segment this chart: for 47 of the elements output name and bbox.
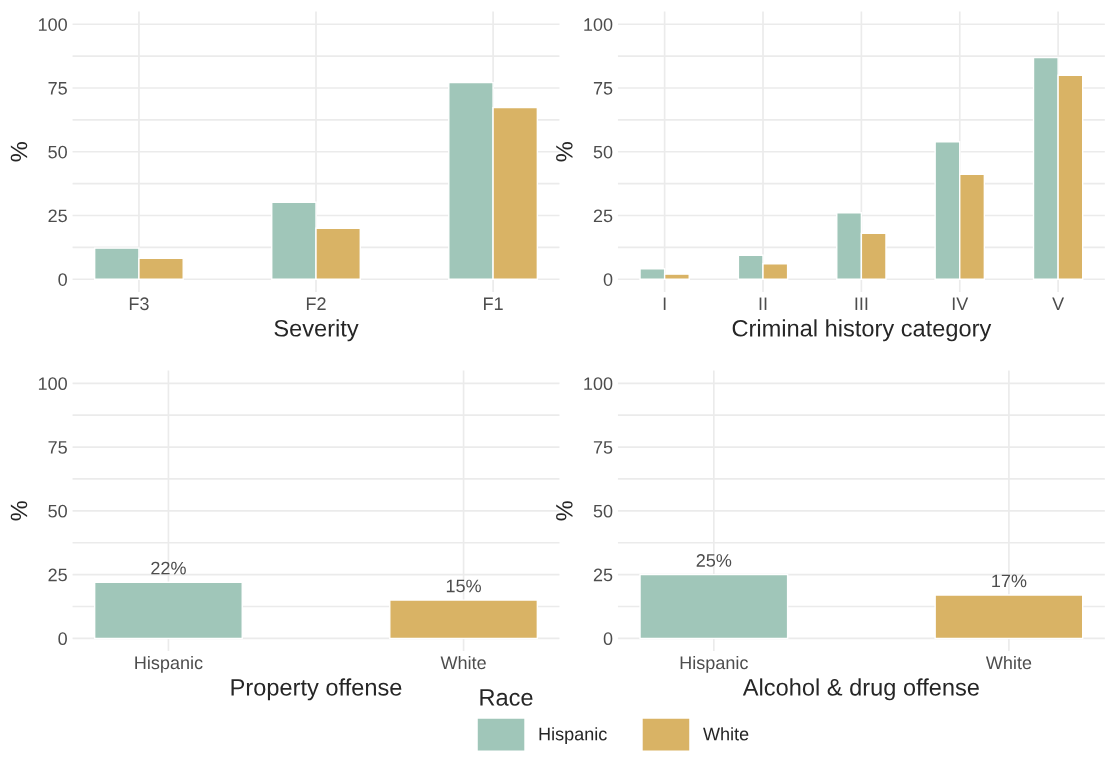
y-tick-label: 75 [593,441,613,454]
y-tick-label: 100 [38,18,67,31]
x-tick-label: Hispanic [680,655,748,673]
x-tick-label: F3 [129,297,149,311]
y-axis-title: % [10,142,28,162]
y-axis-title: % [556,501,573,521]
y-axis-title: % [10,501,28,521]
y-tick-label: 50 [593,504,613,518]
y-tick-label: 0 [58,632,67,646]
x-axis-title: Property offense [231,678,402,701]
x-axis-title: Severity [274,319,359,342]
y-tick-label: 25 [48,209,67,223]
x-tick-label: III [855,297,868,310]
x-tick-label: IV [952,297,969,310]
y-tick-label: 75 [48,441,67,454]
x-tick-label: White [985,655,1032,670]
y-tick-label: 50 [48,504,67,518]
y-tick-label: 75 [48,82,67,95]
y-tick-label: 0 [603,632,613,646]
legend-label: White [703,727,749,741]
x-tick-label: Hispanic [135,655,203,673]
y-tick-label: 50 [48,145,67,159]
y-tick-label: 0 [603,273,613,286]
data-label: 17% [992,574,1027,588]
legend-title: Race [480,689,533,706]
x-tick-label: I [663,297,666,310]
data-label: 22% [151,561,186,575]
x-tick-label: F2 [306,297,326,310]
y-tick-label: 25 [593,568,613,582]
x-tick-label: White [440,655,486,670]
data-label: 15% [446,579,481,593]
x-tick-label: II [759,297,767,310]
y-tick-label: 75 [593,82,613,95]
y-tick-label: 50 [593,145,613,159]
y-tick-label: 25 [48,568,67,582]
x-tick-label: F1 [484,297,503,310]
y-tick-label: 25 [593,209,613,223]
y-tick-label: 100 [584,18,613,31]
x-axis-title: Criminal history category [732,319,992,342]
y-tick-label: 100 [584,377,613,391]
x-axis-title: Alcohol & drug offense [742,678,979,701]
x-tick-label: V [1052,297,1065,310]
y-axis-title: % [556,142,573,162]
data-label: 25% [696,554,732,567]
y-tick-label: 0 [58,273,67,286]
legend-label: Hispanic [539,727,607,745]
y-tick-label: 100 [38,377,67,391]
